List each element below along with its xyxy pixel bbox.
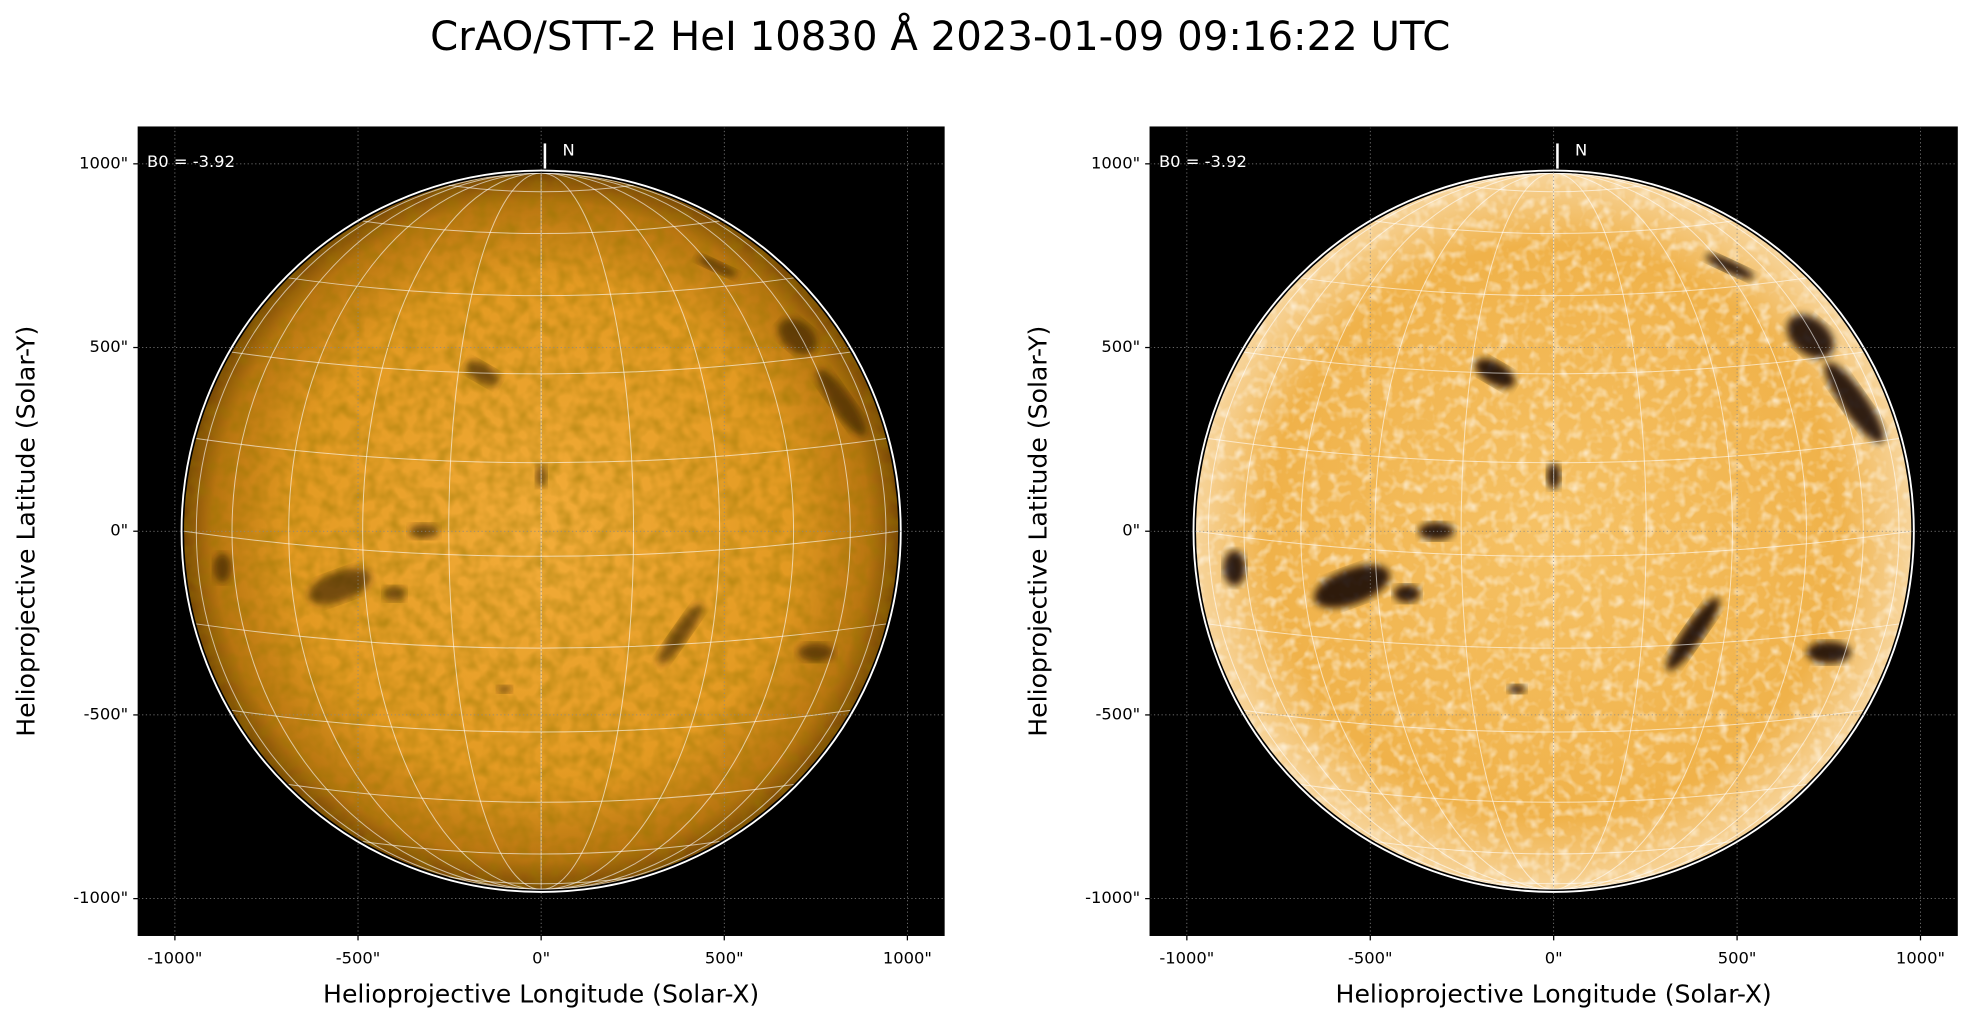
y-tick-label: 0" <box>110 521 128 540</box>
meridian <box>1374 173 1554 890</box>
parallel <box>184 530 899 557</box>
parallel <box>448 876 634 885</box>
filament <box>797 643 835 662</box>
meridian <box>362 173 542 890</box>
x-tick-label: -1000" <box>1159 949 1214 968</box>
parallel <box>231 709 851 733</box>
filament <box>1705 254 1754 280</box>
x-tick-label: 500" <box>1718 949 1757 968</box>
parallel <box>196 438 887 464</box>
parallel <box>1461 876 1647 885</box>
parallel <box>362 840 720 855</box>
meridian <box>1300 173 1554 890</box>
meridian <box>1553 173 1733 890</box>
filament <box>1223 550 1246 586</box>
filament <box>658 603 703 665</box>
meridian <box>1207 173 1554 890</box>
north-label: N <box>1575 140 1587 159</box>
y-tick-label: 1000" <box>79 153 128 172</box>
y-tick-label: -500" <box>84 704 129 723</box>
filament <box>308 568 372 605</box>
parallel <box>1196 530 1912 557</box>
x-tick-label: -500" <box>336 949 381 968</box>
filament <box>778 318 817 355</box>
x-axis-label: Helioprojective Longitude (Solar-X) <box>323 980 759 1009</box>
figure-title: CrAO/STT-2 HeI 10830 Å 2023-01-09 09:16:… <box>430 12 1450 60</box>
parallel <box>1208 438 1900 464</box>
filament <box>1418 522 1454 541</box>
y-tick-label: -1000" <box>73 888 128 907</box>
filament <box>497 685 512 693</box>
axes-frame <box>137 126 945 936</box>
filament <box>1824 362 1885 443</box>
x-tick-label: 500" <box>705 949 744 968</box>
filament <box>383 586 406 602</box>
filament <box>1508 684 1526 694</box>
y-tick-label: 500" <box>1101 337 1140 356</box>
filament <box>409 523 439 539</box>
parallel <box>1243 709 1864 733</box>
y-tick-label: 0" <box>1122 521 1140 540</box>
meridian <box>231 173 542 890</box>
parallel <box>1243 351 1864 375</box>
x-tick-label: 1000" <box>1896 949 1945 968</box>
axes-frame <box>1149 126 1958 936</box>
parallel <box>231 351 851 375</box>
y-tick-label: 1000" <box>1091 153 1140 172</box>
meridian <box>541 173 795 890</box>
filament <box>1393 584 1421 603</box>
b0-annotation: B0 = -3.92 <box>147 152 235 171</box>
y-tick-label: -500" <box>1096 704 1141 723</box>
x-tick-label: 0" <box>1545 949 1563 968</box>
panel: -1000" -500" 0" 500" 1000" -1000" -500" 0" 500" 1… <box>1024 126 1958 1009</box>
x-tick-label: 1000" <box>883 949 932 968</box>
filament <box>1314 564 1390 608</box>
y-tick-label: -1000" <box>1085 888 1140 907</box>
y-axis-label: Helioprojective Latitude (Solar-Y) <box>1024 326 1053 737</box>
meridian <box>1553 173 1647 890</box>
x-tick-label: -500" <box>1348 949 1393 968</box>
x-tick-label: -1000" <box>147 949 202 968</box>
meridian <box>541 173 851 890</box>
x-axis-label: Helioprojective Longitude (Solar-X) <box>1336 980 1772 1009</box>
filament <box>816 369 867 437</box>
b0-annotation: B0 = -3.92 <box>1159 152 1247 171</box>
filament <box>213 553 232 583</box>
panel: -1000" -500" 0" 500" 1000" -1000" -500" 0" 500" 1… <box>12 126 945 1009</box>
x-tick-label: 0" <box>532 949 550 968</box>
filament <box>1666 597 1720 671</box>
parallel <box>1374 840 1733 855</box>
meridian <box>288 173 542 890</box>
y-axis-label: Helioprojective Latitude (Solar-Y) <box>12 326 41 737</box>
y-tick-label: 500" <box>90 337 129 356</box>
meridian <box>1243 173 1554 890</box>
meridian <box>195 173 542 890</box>
limb <box>1192 169 1915 893</box>
meridian <box>541 173 635 890</box>
meridian <box>1460 173 1554 890</box>
meridian <box>1553 173 1900 890</box>
north-label: N <box>563 140 575 159</box>
filament <box>1806 641 1851 664</box>
